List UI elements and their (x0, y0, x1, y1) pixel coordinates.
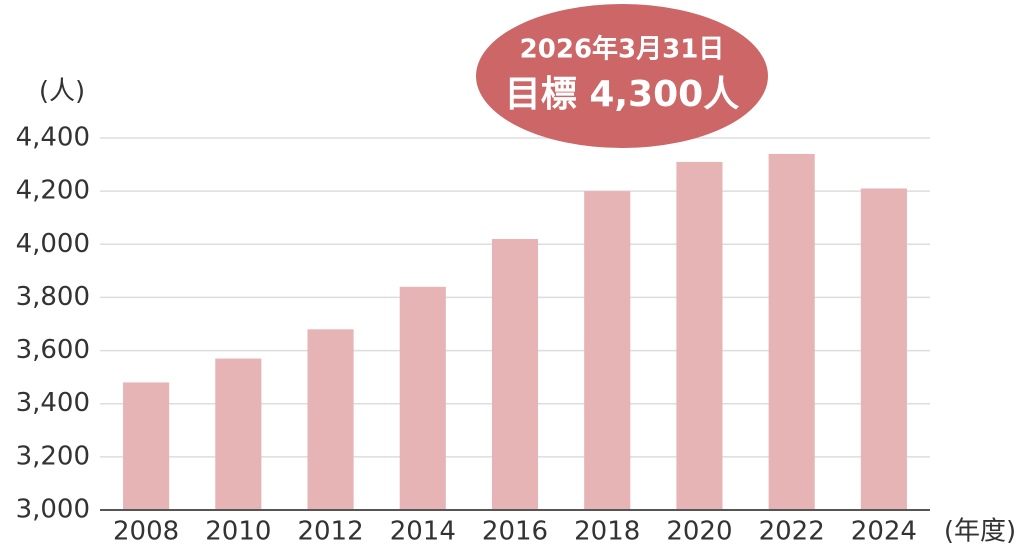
x-tick-label: 2020 (666, 517, 732, 547)
x-tick-label: 2018 (574, 517, 640, 547)
annotation-target: 目標 4,300人 (505, 74, 739, 115)
bar (215, 358, 262, 510)
bar (399, 286, 446, 510)
x-tick-label: 2008 (113, 517, 179, 547)
annotation-date: 2026年3月31日 (520, 34, 725, 65)
x-tick-label: 2014 (390, 517, 456, 547)
annotation-bubble (476, 4, 768, 148)
x-tick-label: 2024 (851, 517, 917, 547)
y-tick-label: 3,600 (16, 335, 90, 365)
x-axis-label: (年度) (944, 517, 1016, 547)
y-tick-label: 3,200 (16, 441, 90, 471)
bar (123, 382, 170, 510)
y-axis-label: (人) (39, 77, 85, 107)
y-tick-label: 3,400 (16, 388, 90, 418)
y-tick-label: 3,800 (16, 282, 90, 312)
y-tick-label: 4,000 (16, 229, 90, 259)
y-tick-label: 4,400 (16, 123, 90, 153)
x-tick-label: 2022 (759, 517, 825, 547)
bar (860, 188, 907, 510)
bar (584, 191, 631, 510)
bar (768, 153, 815, 510)
bar (676, 161, 723, 510)
plot-area: 3,000 3,200 3,400 3,600 3,800 4,000 4,200 4,400… (16, 123, 930, 547)
x-tick-label: 2016 (482, 517, 548, 547)
x-tick-label: 2010 (205, 517, 271, 547)
bar (307, 329, 354, 510)
bar (491, 238, 539, 510)
y-tick-label: 4,200 (16, 176, 90, 206)
x-tick-label: 2012 (297, 517, 363, 547)
y-tick-label: 3,000 (16, 495, 90, 525)
